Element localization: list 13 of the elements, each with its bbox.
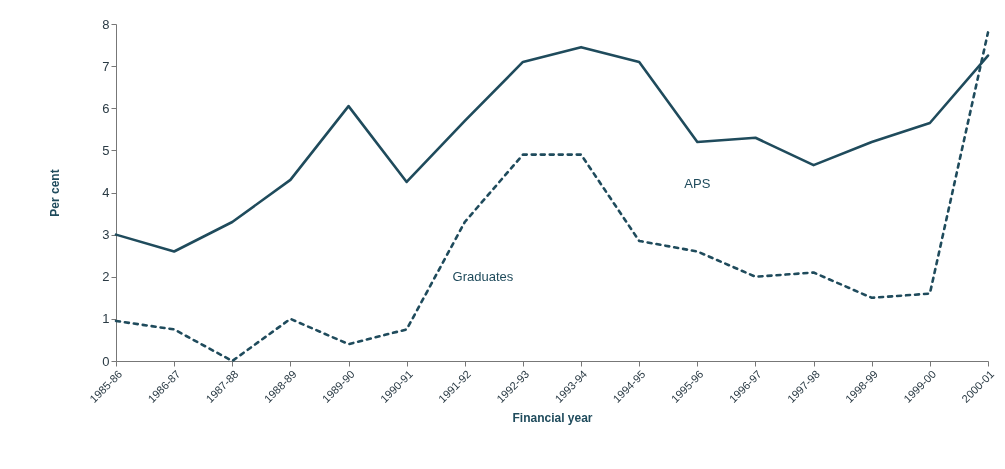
y-axis-title: Per cent <box>48 169 63 217</box>
y-tick-label: 2 <box>102 269 110 285</box>
y-tick-label: 3 <box>102 227 110 243</box>
text: APS <box>684 176 711 192</box>
y-tick-label: 0 <box>102 353 110 369</box>
y-tick-label: 1 <box>102 311 110 327</box>
x-axis-title: Financial year <box>512 410 593 425</box>
y-tick-label: 8 <box>102 16 110 32</box>
y-tick-label: 7 <box>102 58 110 74</box>
y-tick-label: 4 <box>102 185 110 200</box>
y-tick-label: 5 <box>102 142 110 158</box>
y-tick-label: 6 <box>102 100 110 116</box>
series-label: Graduates <box>452 268 514 284</box>
